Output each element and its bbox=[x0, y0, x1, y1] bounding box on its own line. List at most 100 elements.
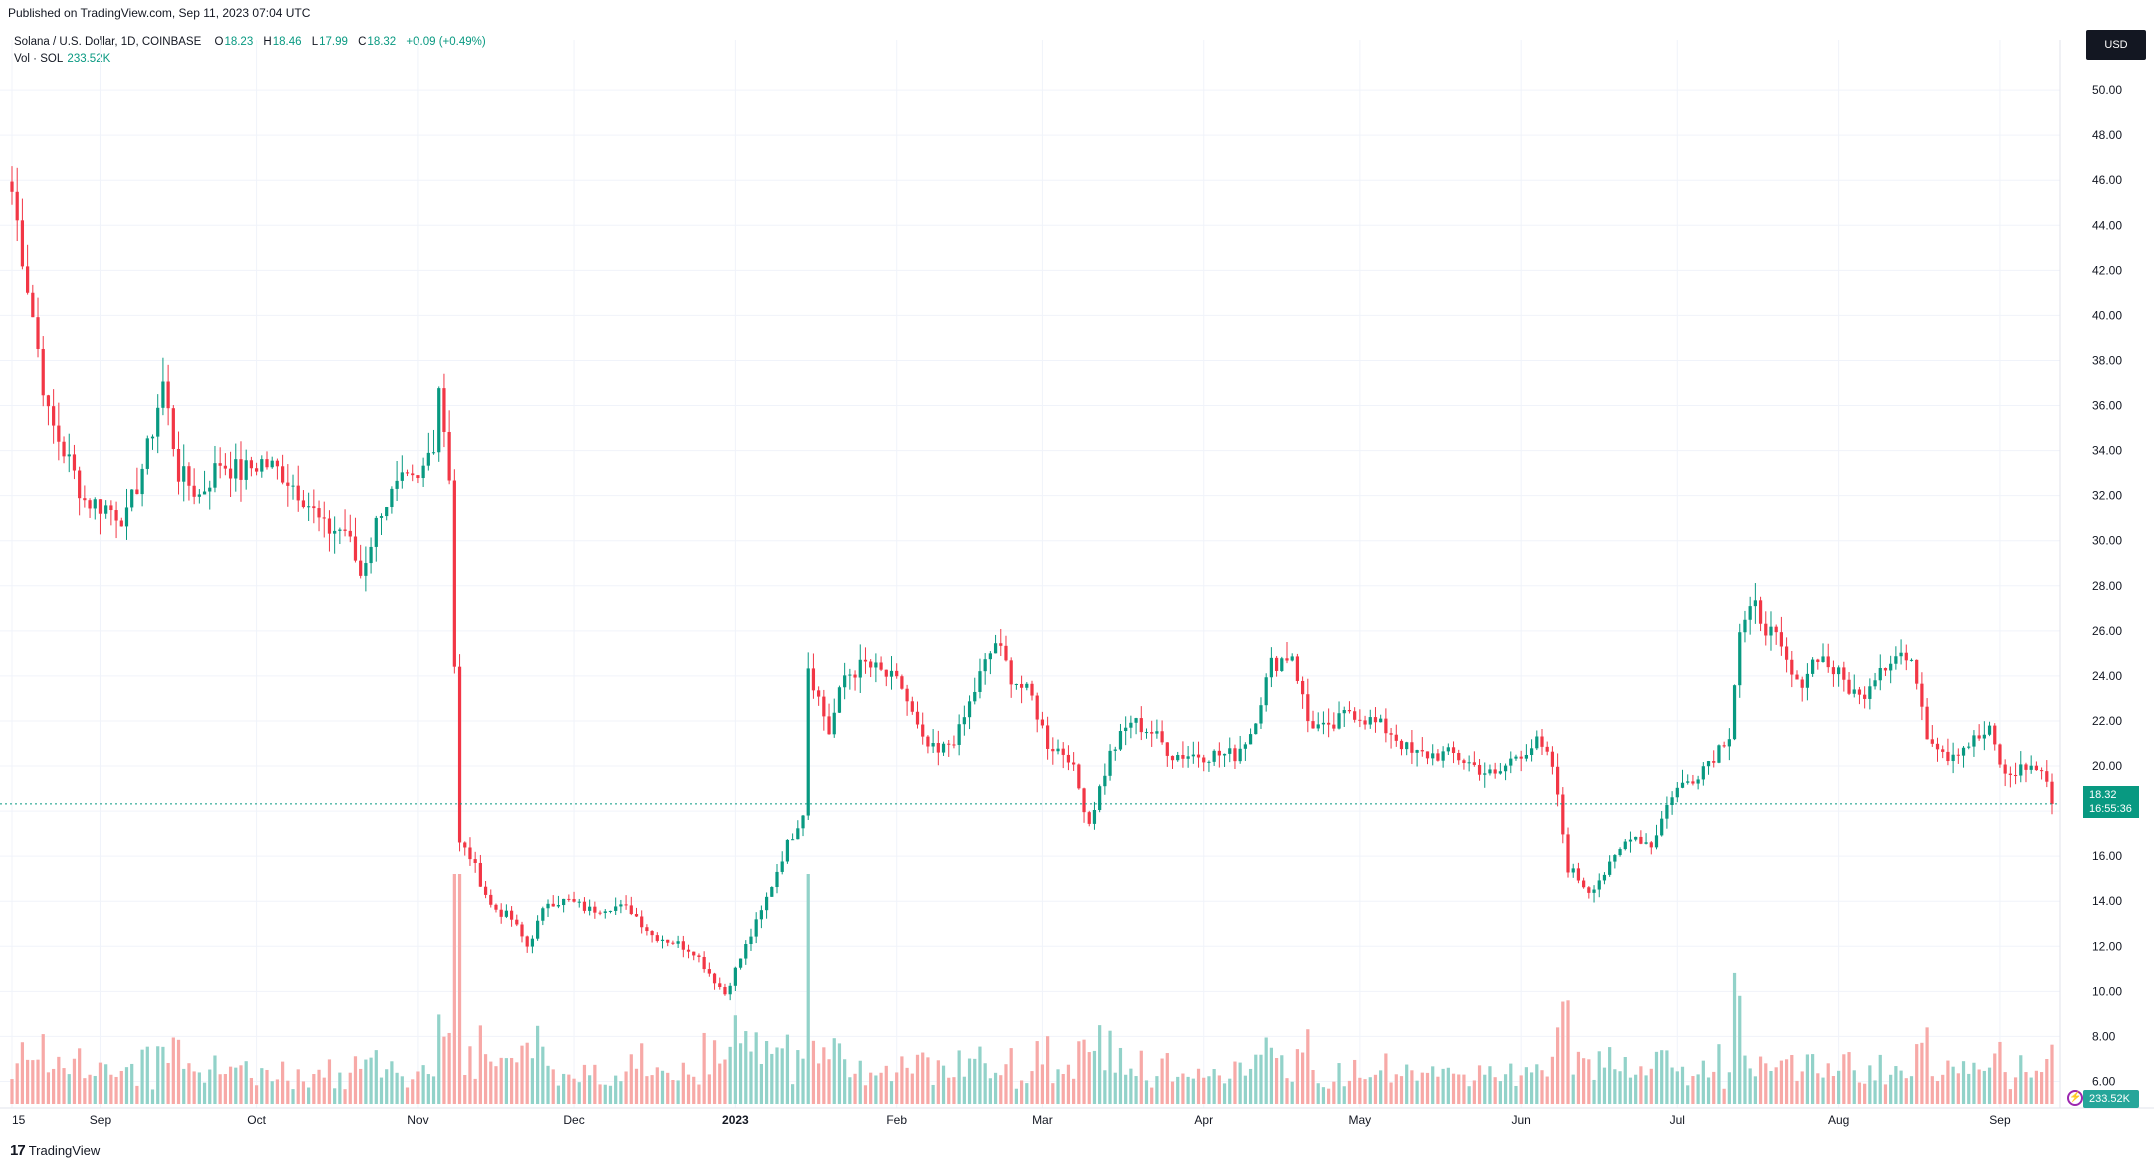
candle-body bbox=[582, 901, 587, 911]
candle-body bbox=[437, 388, 441, 453]
candle-body bbox=[895, 670, 899, 677]
volume-bar bbox=[46, 1072, 51, 1104]
candle bbox=[1321, 711, 1326, 735]
volume-bar bbox=[1301, 1052, 1305, 1104]
candle-body bbox=[1061, 748, 1065, 755]
candle bbox=[1706, 760, 1711, 775]
volume-bar bbox=[1847, 1052, 1851, 1104]
volume-bar bbox=[530, 1058, 535, 1104]
candle-body bbox=[1920, 683, 1924, 707]
candle-body bbox=[1654, 835, 1659, 848]
candle bbox=[520, 921, 524, 943]
candle bbox=[603, 909, 607, 919]
volume-bar bbox=[1545, 1076, 1549, 1104]
currency-button[interactable]: USD bbox=[2086, 30, 2146, 60]
candle bbox=[150, 434, 155, 450]
candle bbox=[322, 501, 326, 538]
time-tick-label: Mar bbox=[1032, 1113, 1053, 1127]
volume-bar bbox=[468, 1046, 472, 1104]
candle-body bbox=[1233, 748, 1237, 762]
candle bbox=[650, 930, 654, 943]
candle bbox=[405, 469, 410, 477]
volume-bar bbox=[1483, 1074, 1487, 1104]
candle bbox=[10, 166, 14, 205]
candle-body bbox=[593, 906, 597, 913]
candle bbox=[754, 912, 758, 944]
candle bbox=[525, 935, 529, 953]
volume-bar bbox=[447, 1032, 451, 1104]
candle-body bbox=[244, 460, 248, 480]
candle bbox=[1608, 855, 1612, 877]
volume-bar bbox=[1441, 1068, 1445, 1104]
candle-body bbox=[1509, 758, 1513, 766]
candle-body bbox=[853, 674, 857, 678]
lightning-icon[interactable]: ⚡ bbox=[2067, 1090, 2083, 1106]
volume-label[interactable]: Vol · SOL bbox=[14, 53, 64, 65]
time-tick-label: Nov bbox=[407, 1113, 428, 1127]
candle-body bbox=[1285, 658, 1289, 661]
candle-body bbox=[1946, 751, 1950, 762]
candle-body bbox=[213, 463, 217, 488]
candle-body bbox=[640, 916, 644, 928]
volume-bar bbox=[1373, 1074, 1378, 1104]
candle-body bbox=[1967, 746, 1971, 748]
candle bbox=[1191, 741, 1195, 764]
price-tick-label: 38.00 bbox=[2092, 353, 2122, 367]
volume-bar bbox=[1706, 1077, 1711, 1104]
candle-body bbox=[1446, 747, 1450, 752]
candle-body bbox=[1321, 722, 1326, 725]
candle bbox=[1582, 877, 1586, 889]
candle-body bbox=[1540, 736, 1544, 747]
candle bbox=[884, 669, 888, 687]
candle-body bbox=[1597, 880, 1601, 890]
low-label: L bbox=[311, 36, 319, 48]
candle-body bbox=[1191, 754, 1195, 757]
candle bbox=[1144, 728, 1149, 739]
volume-bar bbox=[359, 1068, 363, 1104]
volume-bar bbox=[1280, 1055, 1284, 1104]
candle-body bbox=[1077, 764, 1081, 789]
volume-bar bbox=[515, 1062, 519, 1104]
symbol-label[interactable]: Solana / U.S. Dollar, 1D, COINBASE bbox=[14, 36, 202, 48]
volume-bar bbox=[265, 1069, 269, 1104]
candle bbox=[390, 486, 394, 514]
candle bbox=[1202, 754, 1206, 772]
volume-bar bbox=[728, 1046, 732, 1104]
volume-bar bbox=[1451, 1073, 1456, 1104]
volume-bar bbox=[1368, 1077, 1372, 1104]
candle-body bbox=[1831, 667, 1836, 675]
price-tick-label: 8.00 bbox=[2092, 1029, 2116, 1043]
candle-body bbox=[1717, 745, 1721, 763]
candle bbox=[973, 677, 977, 705]
volume-bar bbox=[785, 1034, 790, 1104]
volume-bar bbox=[1269, 1047, 1273, 1104]
volume-bar bbox=[941, 1065, 946, 1104]
candle bbox=[1467, 755, 1471, 772]
volume-bar bbox=[1946, 1060, 1950, 1104]
footer-brand[interactable]: 17 TradingView bbox=[10, 1142, 100, 1159]
price-tick-label: 44.00 bbox=[2092, 218, 2122, 232]
volume-bar bbox=[707, 1074, 711, 1104]
volume-bar bbox=[1259, 1054, 1263, 1104]
volume-bar bbox=[718, 1063, 722, 1104]
candle bbox=[1160, 720, 1164, 745]
candle-body bbox=[848, 674, 852, 676]
candle-body bbox=[379, 516, 384, 518]
volume-bar bbox=[1951, 1066, 1955, 1104]
volume-bar bbox=[764, 1041, 769, 1104]
volume-bar bbox=[1363, 1079, 1367, 1104]
candle bbox=[244, 449, 248, 490]
candle-body bbox=[1670, 797, 1674, 806]
volume-bar bbox=[291, 1089, 295, 1104]
candle-body bbox=[910, 701, 914, 712]
candle bbox=[431, 429, 436, 455]
candle bbox=[1524, 744, 1528, 762]
candle-body bbox=[270, 460, 274, 468]
candle-body bbox=[1894, 656, 1898, 664]
candle-body bbox=[395, 480, 399, 489]
candle-body bbox=[15, 191, 19, 221]
candle bbox=[171, 405, 175, 457]
candle-body bbox=[858, 659, 862, 678]
candle-body bbox=[936, 743, 940, 753]
